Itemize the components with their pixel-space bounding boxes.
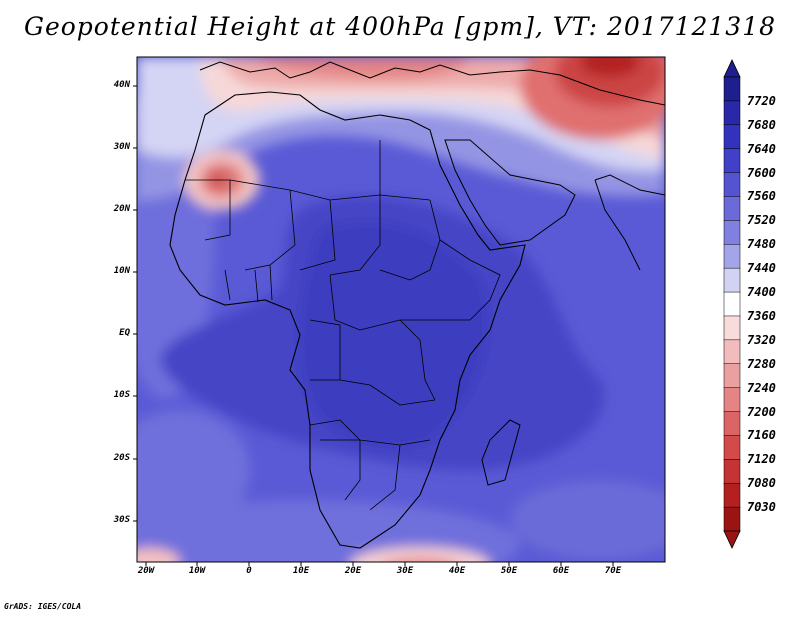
colorbar-swatch [723, 459, 741, 484]
lat-label-20s: 20S [113, 453, 130, 463]
grads-credit: GrADS: IGES/COLA [4, 602, 82, 611]
colorbar-level-label: 7680 [747, 117, 776, 132]
colorbar-level-label: 7200 [747, 404, 776, 419]
colorbar-swatch [723, 172, 741, 198]
lon-label-30e: 30E [396, 566, 414, 576]
lon-label-50e: 50E [500, 566, 518, 576]
lat-label-20n: 20N [113, 204, 130, 214]
colorbar-level-label: 7240 [747, 380, 776, 395]
colorbar-swatch [723, 244, 741, 269]
colorbar-level-label: 7030 [747, 500, 776, 515]
colorbar-level-label: 7400 [747, 285, 776, 300]
plot-frame [136, 56, 666, 563]
colorbar-level-label: 7480 [747, 237, 776, 252]
colorbar-swatch [723, 100, 741, 126]
colorbar-level-label: 7520 [747, 213, 776, 228]
africa-coastline [169, 91, 526, 549]
arabia-coastline [444, 139, 576, 246]
colorbar-level-label: 7360 [747, 308, 776, 323]
lon-label-10w: 10W [188, 566, 206, 576]
colorbar-swatch [723, 387, 741, 413]
colorbar-level-label: 7720 [747, 93, 776, 108]
colorbar-max-arrow [723, 59, 741, 78]
colorbar-level-label: 7280 [747, 356, 776, 371]
colorbar-swatch [723, 435, 741, 461]
colorbar-level-label: 7080 [747, 476, 776, 491]
colorbar-swatch [723, 411, 741, 437]
colorbar-swatch [723, 196, 741, 222]
colorbar-swatch [723, 506, 741, 532]
lon-label-0: 0 [246, 566, 252, 576]
colorbar-swatch [723, 124, 741, 150]
colorbar-swatch [723, 220, 741, 246]
colorbar-swatch [723, 76, 741, 102]
colorbar-swatch [723, 148, 741, 174]
colorbar-level-label: 7120 [747, 452, 776, 467]
lon-ticks [145, 562, 614, 566]
lat-ticks [133, 85, 137, 522]
colorbar [723, 59, 741, 549]
madagascar-coastline [481, 419, 521, 486]
lat-label-30n: 30N [113, 142, 130, 152]
colorbar-level-label: 7440 [747, 261, 776, 276]
lon-label-20e: 20E [344, 566, 362, 576]
lat-label-eq: EQ [119, 328, 130, 338]
lat-label-30s: 30S [113, 515, 130, 525]
colorbar-swatch [723, 363, 741, 389]
map-plot-area [137, 57, 665, 562]
colorbar-swatch [723, 482, 741, 508]
figure-title: Geopotential Height at 400hPa [gpm], VT:… [23, 12, 777, 41]
colorbar-level-label: 7640 [747, 141, 776, 156]
colorbar-swatch [723, 339, 741, 365]
colorbar-swatch [723, 315, 741, 341]
colorbar-swatch [723, 291, 741, 317]
colorbar-level-label: 7560 [747, 189, 776, 204]
india-coastline [594, 174, 665, 271]
country-borders [185, 140, 501, 511]
lat-label-40n: 40N [113, 80, 130, 90]
lat-label-10n: 10N [113, 266, 130, 276]
lon-label-60e: 60E [552, 566, 570, 576]
lon-label-40e: 40E [448, 566, 466, 576]
colorbar-min-arrow [723, 530, 741, 549]
lon-label-70e: 70E [604, 566, 622, 576]
colorbar-level-label: 7160 [747, 428, 776, 443]
lat-label-10s: 10S [113, 390, 130, 400]
colorbar-swatch [723, 267, 741, 293]
height-field-shading [137, 57, 665, 562]
colorbar-level-label: 7320 [747, 332, 776, 347]
colorbar-level-label: 7600 [747, 165, 776, 180]
lon-label-10e: 10E [292, 566, 310, 576]
lon-label-20w: 20W [137, 566, 155, 576]
europe-coastline [199, 61, 665, 106]
